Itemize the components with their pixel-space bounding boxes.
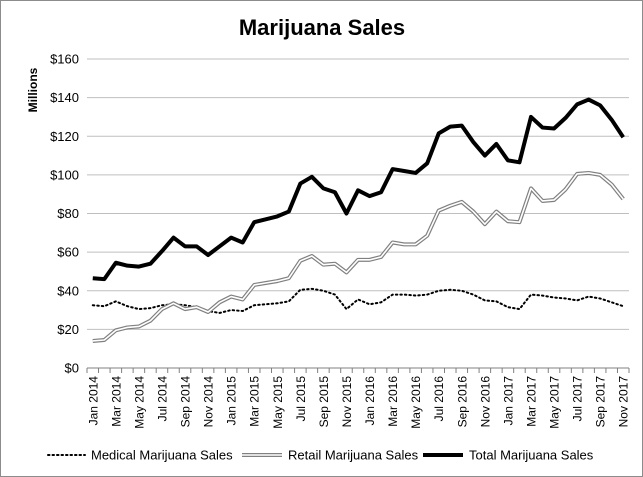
legend-label: Retail Marijuana Sales: [288, 448, 419, 463]
x-tick-label: May 2016: [409, 376, 423, 429]
x-tick-label: Jul 2015: [294, 376, 308, 422]
series-line-medical: [91, 287, 625, 314]
y-tick-label: $20: [57, 322, 79, 337]
x-tick-label: May 2014: [132, 376, 146, 429]
x-tick-label: Jan 2015: [225, 376, 239, 426]
series-line-retail-core: [92, 172, 624, 342]
chart-title: Marijuana Sales: [239, 15, 405, 40]
y-tick-label: $140: [50, 90, 79, 105]
y-tick-label: $160: [50, 52, 79, 67]
legend-medical: Medical Marijuana Sales: [47, 448, 233, 463]
x-tick-label: Nov 2016: [478, 376, 492, 428]
x-tick-label: Mar 2016: [386, 376, 400, 427]
x-tick-label: Mar 2017: [524, 376, 538, 427]
x-axis: [86, 368, 630, 373]
x-tick-label: May 2017: [548, 376, 562, 429]
y-tick-label: $0: [65, 361, 79, 376]
x-tick-label: Sep 2017: [594, 376, 608, 428]
legend-total: Total Marijuana Sales: [423, 448, 594, 463]
y-tick-labels: $0 $20 $40 $60 $80 $100 $120 $140 $160: [50, 52, 79, 376]
x-tick-label: Sep 2014: [179, 376, 193, 428]
series-line-retail: [92, 170, 625, 343]
y-tick-label: $40: [57, 283, 79, 298]
x-tick-label: Mar 2015: [248, 376, 262, 427]
x-tick-label: Nov 2017: [617, 376, 631, 428]
x-tick-label: Jul 2016: [432, 376, 446, 422]
x-tick-label: Jul 2014: [155, 376, 169, 422]
legend-label: Total Marijuana Sales: [469, 448, 594, 463]
series-line-total: [92, 97, 625, 282]
x-tick-label: May 2015: [271, 376, 285, 429]
y-tick-label: $100: [50, 167, 79, 182]
x-tick-label: Jan 2016: [363, 376, 377, 426]
y-tick-label: $120: [50, 129, 79, 144]
legend-retail: Retail Marijuana Sales: [242, 448, 419, 463]
y-tick-label: $80: [57, 206, 79, 221]
y-tick-label: $60: [57, 245, 79, 260]
series-lines: [91, 97, 625, 343]
x-tick-label: Sep 2015: [317, 376, 331, 428]
x-tick-label: Sep 2016: [455, 376, 469, 428]
x-tick-labels: Jan 2014 Mar 2014 May 2014 Jul 2014 Sep 2014…: [86, 376, 630, 429]
x-tick-label: Jan 2017: [501, 376, 515, 426]
legend: Medical Marijuana Sales Retail Marijuana …: [47, 448, 594, 463]
y-axis-label: Millions: [26, 67, 40, 112]
x-tick-label: Jul 2017: [571, 376, 585, 422]
y-gridlines: [87, 58, 629, 369]
legend-label: Medical Marijuana Sales: [91, 448, 233, 463]
x-tick-label: Jan 2014: [86, 376, 100, 426]
x-tick-label: Nov 2014: [202, 376, 216, 428]
x-tick-label: Mar 2014: [109, 376, 123, 427]
x-tick-label: Nov 2015: [340, 376, 354, 428]
